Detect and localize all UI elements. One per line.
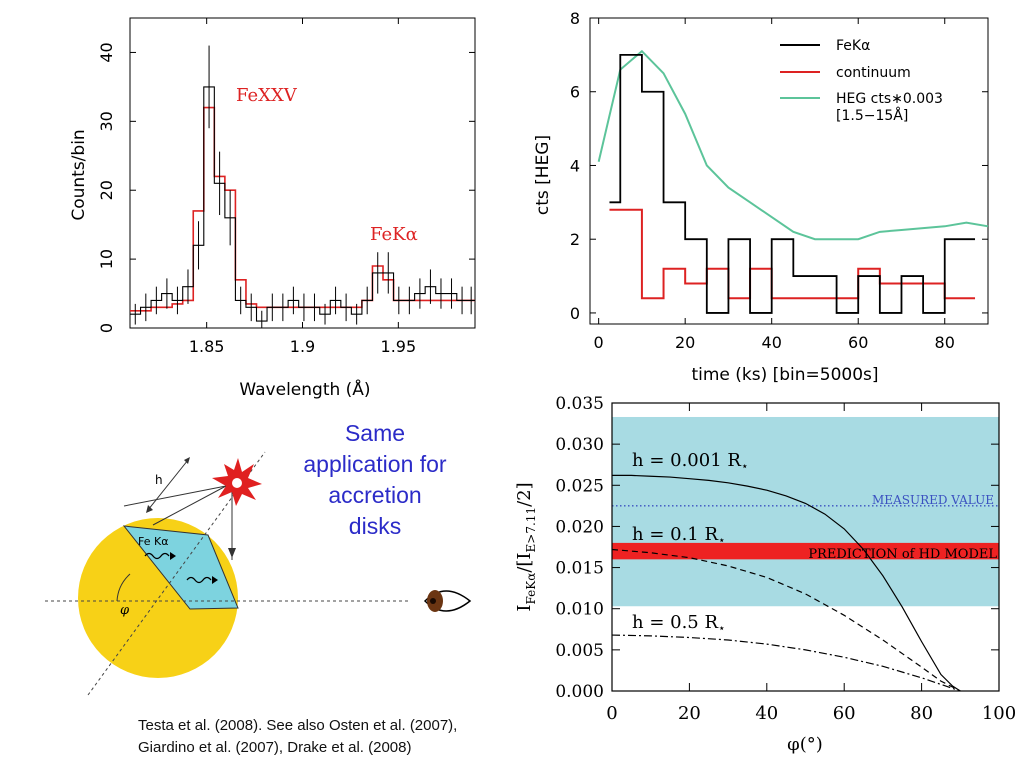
model-ytick-label: 0.015 — [555, 559, 604, 579]
light-curve-xtick-label: 80 — [935, 333, 955, 352]
model-ytick-label: 0.005 — [555, 641, 604, 661]
light-curve-ytick-label: 4 — [570, 156, 580, 175]
model-ylabel: IFeKα/[IE>7.11/2] — [514, 482, 538, 611]
legend-label-continuum: continuum — [836, 65, 911, 81]
spectrum-xtick-label: 1.95 — [381, 337, 417, 356]
wavy-arrow-1 — [144, 552, 170, 560]
model-frame — [611, 402, 1000, 692]
model-xtick-label: 60 — [833, 703, 856, 724]
curve-h01 — [611, 548, 961, 692]
spectrum-ytick-label: 40 — [97, 42, 116, 62]
light-curve-xlabel: time (ks) [bin=5000s] — [691, 365, 878, 385]
flare-core — [232, 478, 242, 488]
fe-ka-label: Fe Kα — [138, 535, 168, 548]
citation-line-2: Giardino et al. (2007), Drake et al. (20… — [138, 739, 412, 756]
eye-icon — [423, 590, 472, 612]
citation: Testa et al. (2008). See also Osten et a… — [138, 715, 558, 759]
curve-h05 — [611, 634, 961, 692]
model-xtick-label: 80 — [910, 703, 933, 724]
measured-band — [612, 416, 999, 607]
height-arrowhead-bottom — [146, 505, 153, 513]
curve-label-h05: h = 0.5 R⋆ — [632, 612, 726, 635]
spectrum-ytick-label: 30 — [97, 111, 116, 131]
phi-arc — [116, 573, 131, 602]
inclination-axis — [87, 451, 266, 696]
spectrum-ylabel: Counts/bin — [69, 129, 89, 220]
light-curve-frame — [589, 17, 989, 325]
phi-label: φ — [120, 603, 130, 618]
flare-ray-left — [123, 485, 227, 507]
light-curve-ytick-label: 8 — [570, 9, 580, 28]
light-curve-xtick-label: 20 — [675, 333, 695, 352]
light-curve-ytick-label: 6 — [570, 83, 580, 102]
spectrum-xlabel: Wavelength (Å) — [239, 378, 370, 400]
light-curve-xtick-label: 40 — [762, 333, 782, 352]
prediction-band — [612, 542, 999, 560]
light-curve-ytick-label: 2 — [570, 230, 580, 249]
curve-label-h01: h = 0.1 R⋆ — [632, 524, 726, 547]
model-ytick-label: 0.010 — [555, 600, 604, 620]
legend-label-heg-2: [1.5−15Å] — [836, 107, 908, 124]
model-xtick-label: 40 — [755, 703, 778, 724]
height-arrow — [147, 459, 189, 511]
spectrum-ytick-label: 10 — [97, 249, 116, 269]
heg-series — [597, 49, 989, 241]
flare-ray-to-disk — [152, 485, 227, 526]
light-curve-legend: FeKα continuum HEG cts∗0.003 [1.5−15Å] — [780, 38, 943, 124]
spectrum-xtick-label: 1.85 — [189, 337, 225, 356]
prediction-label: PREDICTION of HD MODEL — [808, 547, 997, 562]
curve-h0001 — [612, 474, 961, 692]
model-xtick-label: 0 — [606, 703, 617, 724]
model-ytick-label: 0.000 — [555, 682, 604, 702]
ray-arrowhead — [228, 548, 236, 558]
model-xtick-label: 20 — [678, 703, 701, 724]
model-ytick-label: 0.020 — [555, 517, 604, 537]
spectrum-xtick-label: 1.9 — [290, 337, 315, 356]
wavy-arrowhead-1 — [170, 552, 176, 560]
spectrum-ytick-label: 0 — [97, 323, 116, 333]
light-curve-ytick-label: 0 — [570, 304, 580, 323]
accretion-disk-note: Same application for accretion disks — [303, 420, 447, 539]
light-curve-xtick-label: 60 — [848, 333, 868, 352]
feka-series — [609, 53, 976, 314]
spectrum-annotation-feka: FeKα — [370, 224, 418, 245]
wavy-arrow-2 — [186, 576, 212, 584]
height-label: h — [155, 473, 163, 487]
measured-value-label: MEASURED VALUE — [872, 493, 994, 507]
spectrum-ytick-label: 20 — [97, 180, 116, 200]
model-ytick-label: 0.025 — [555, 476, 604, 496]
model-xlabel: φ(°) — [787, 734, 823, 755]
model-ytick-label: 0.035 — [555, 394, 604, 414]
model-xtick-label: 100 — [982, 703, 1016, 724]
light-curve-ylabel: cts [HEG] — [533, 135, 553, 215]
legend-label-feka: FeKα — [836, 38, 870, 54]
citation-line-1: Testa et al. (2008). See also Osten et a… — [138, 717, 458, 734]
curve-label-h0001: h = 0.001 R⋆ — [632, 450, 748, 473]
light-curve-xtick-label: 0 — [594, 333, 604, 352]
wavy-arrowhead-2 — [212, 576, 218, 584]
legend-label-heg-1: HEG cts∗0.003 — [836, 91, 943, 107]
model-ytick-label: 0.030 — [555, 435, 604, 455]
height-arrowhead-top — [184, 457, 190, 464]
spectrum-annotation-fexxv: FeXXV — [236, 85, 298, 106]
